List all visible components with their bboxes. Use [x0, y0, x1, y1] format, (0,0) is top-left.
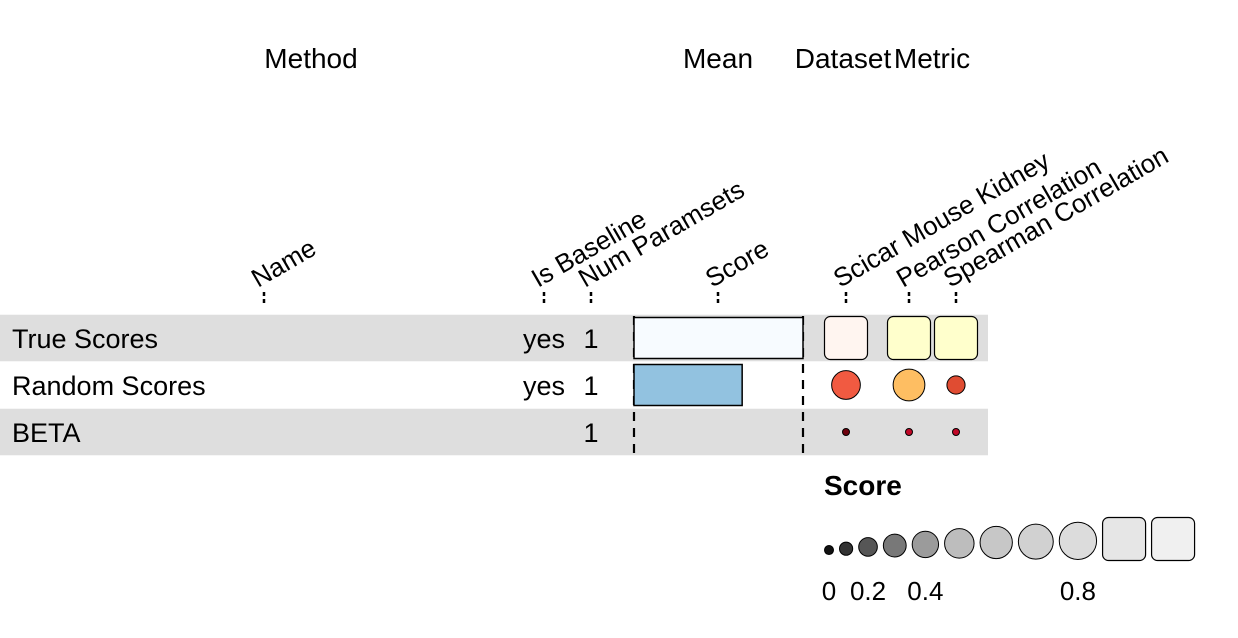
column-header-name: Name — [246, 233, 321, 294]
legend-swatch-square — [1150, 516, 1196, 562]
cell-name: Random Scores — [12, 371, 206, 401]
cell-name: BETA — [12, 418, 81, 448]
group-header-dataset: Dataset — [795, 43, 892, 74]
cell-num_paramsets: 1 — [583, 324, 598, 354]
cell-scicar_mouse_kidney-circle — [831, 370, 861, 400]
legend-swatch-circle — [979, 525, 1013, 560]
cell-score-bar — [633, 316, 804, 360]
cell-spearman_correlation-square — [933, 315, 979, 361]
legend-swatch-circle — [824, 545, 834, 556]
cell-pearson_correlation-circle — [892, 368, 926, 402]
cell-spearman_correlation-circle — [952, 428, 960, 436]
legend-swatch-circle — [1017, 523, 1054, 560]
cell-num_paramsets: 1 — [583, 418, 598, 448]
cell-pearson_correlation-square — [886, 315, 932, 361]
legend-title: Score — [824, 470, 902, 501]
column-header-score: Score — [700, 233, 774, 293]
legend-tick-label: 0.2 — [850, 576, 886, 606]
cell-scicar_mouse_kidney-circle — [842, 428, 850, 436]
legend-tick-label: 0.8 — [1060, 576, 1096, 606]
legend-swatch-circle — [911, 530, 940, 559]
legend-swatch-circle — [839, 541, 854, 556]
row-stripe — [0, 408, 988, 456]
legend-tick-label: 0.4 — [907, 576, 943, 606]
cell-score-bar — [633, 363, 743, 407]
cell-scicar_mouse_kidney-square — [823, 315, 869, 361]
cell-is_baseline: yes — [523, 371, 565, 401]
legend-swatch-circle — [882, 533, 907, 558]
legend-swatch-circle — [1058, 521, 1098, 561]
group-headers: Method Mean Dataset Metric — [264, 43, 970, 74]
row-stripe — [0, 314, 988, 362]
score-legend: Score 0 0.2 0.4 0.8 — [822, 470, 1196, 606]
cell-spearman_correlation-circle — [946, 375, 966, 395]
legend-tick-label: 0 — [822, 576, 836, 606]
group-header-metric: Metric — [894, 43, 970, 74]
cell-pearson_correlation-circle — [905, 428, 913, 436]
legend-swatch-circle — [858, 537, 878, 557]
cell-name: True Scores — [12, 324, 158, 354]
legend-swatch-square — [1101, 516, 1147, 562]
group-header-method: Method — [264, 43, 357, 74]
cell-num_paramsets: 1 — [583, 371, 598, 401]
cell-is_baseline: yes — [523, 324, 565, 354]
group-header-mean: Mean — [683, 43, 753, 74]
legend-swatch-circle — [944, 528, 975, 559]
table-cells: True Scores yes 1 Random Scores yes 1 BETA 1 — [12, 315, 979, 454]
row-stripes — [0, 314, 988, 456]
